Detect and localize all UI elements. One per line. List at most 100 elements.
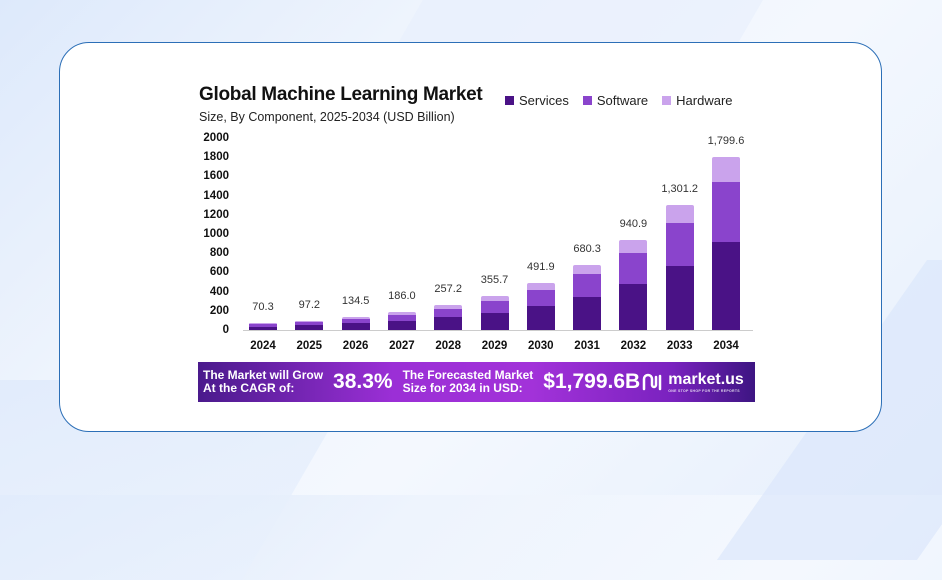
bar-segment-services [526, 305, 555, 330]
bar-segment-services [573, 296, 602, 330]
bar-2025 [295, 320, 324, 330]
legend-swatch-icon [662, 96, 672, 105]
bar-2024 [249, 323, 277, 330]
bar-2030 [526, 282, 555, 330]
y-tick-label: 1200 [203, 208, 229, 221]
bar-segment-hardware [295, 320, 324, 323]
bar-value-label: 491.9 [527, 260, 555, 273]
bar-value-label: 680.3 [573, 242, 601, 255]
x-axis-line [243, 330, 753, 331]
bar-segment-services [295, 325, 324, 330]
bar-value-label: 355.7 [480, 273, 509, 286]
chart-subtitle: Size, By Component, 2025-2034 (USD Billi… [199, 110, 455, 124]
bar-segment-hardware [249, 323, 277, 325]
x-tick-label: 2034 [713, 340, 739, 352]
bar-segment-hardware [619, 239, 648, 253]
chart-legend: Services Software Hardware [505, 93, 733, 108]
legend-label: Hardware [676, 93, 733, 108]
summary-banner: The Market will Grow At the CAGR of: 38.… [198, 362, 755, 402]
brand-logo-icon [642, 373, 662, 391]
y-axis: 2000 1800 1600 1400 1200 1000 800 600 400 200 0 [195, 80, 229, 405]
brand-logo: market.us ONE STOP SHOP FOR THE REPORTS [668, 371, 744, 393]
legend-item-services: Services [505, 93, 569, 108]
y-tick-label: 1800 [203, 151, 229, 164]
y-tick-label: 1600 [203, 170, 229, 183]
legend-item-hardware: Hardware [662, 93, 733, 108]
bar-2027 [387, 312, 416, 330]
bar-segment-software [295, 322, 324, 326]
y-tick-label: 800 [209, 247, 229, 260]
chart-title: Global Machine Learning Market [199, 84, 483, 105]
bar-segment-services [387, 320, 416, 330]
bar-segment-hardware [526, 282, 555, 290]
forecast-label: The Forecasted Market Size for 2034 in U… [402, 368, 534, 395]
x-tick-label: 2032 [620, 340, 647, 352]
bar-segment-software [712, 181, 740, 242]
bar-segment-hardware [665, 205, 694, 223]
bar-value-label: 186.0 [388, 290, 416, 303]
x-tick-label: 2030 [528, 340, 554, 352]
bar-2028 [434, 305, 463, 330]
legend-label: Services [519, 93, 569, 108]
bar-segment-services [619, 283, 648, 330]
bar-segment-services [434, 317, 463, 330]
y-tick-label: 2000 [203, 132, 229, 144]
forecast-value: $1,799.6B [543, 370, 641, 393]
bar-segment-services [249, 326, 277, 330]
bar-segment-hardware [573, 264, 602, 275]
bar-2026 [341, 317, 370, 330]
x-tick-label: 2026 [342, 340, 369, 352]
bar-segment-hardware [341, 317, 370, 319]
bar-value-label: 134.5 [341, 295, 370, 308]
x-tick-label: 2024 [250, 340, 276, 352]
cagr-label: The Market will Grow At the CAGR of: [203, 368, 324, 395]
bar-segment-hardware [387, 312, 416, 315]
x-tick-label: 2033 [666, 340, 693, 352]
y-tick-label: 600 [209, 266, 229, 279]
x-tick-label: 2031 [574, 340, 600, 352]
legend-label: Software [596, 93, 649, 108]
x-tick-label: 2029 [481, 340, 508, 352]
y-tick-label: 0 [222, 324, 229, 336]
bar-value-label: 940.9 [619, 217, 648, 230]
bar-2029 [480, 295, 509, 330]
bar-value-label: 70.3 [252, 301, 274, 314]
bar-segment-services [665, 265, 694, 330]
bar-2034 [712, 157, 740, 330]
legend-item-software: Software [582, 93, 649, 108]
bar-segment-software [573, 274, 602, 297]
x-tick-label: 2027 [389, 340, 415, 352]
y-tick-label: 1400 [203, 189, 229, 202]
bar-segment-software [387, 314, 416, 321]
x-tick-label: 2025 [296, 340, 323, 352]
bar-segment-services [712, 241, 740, 330]
bar-segment-services [341, 323, 370, 330]
cagr-value: 38.3% [333, 370, 393, 393]
y-tick-label: 1000 [203, 228, 229, 240]
x-tick-label: 2028 [435, 340, 461, 352]
bar-2032 [619, 239, 648, 330]
bar-segment-services [480, 312, 509, 330]
bar-value-label: 97.2 [298, 298, 320, 311]
bar-segment-software [526, 289, 555, 306]
chart: Global Machine Learning Market Size, By … [195, 80, 760, 405]
bar-value-label: 1,799.6 [707, 135, 745, 148]
y-tick-label: 200 [209, 304, 229, 317]
legend-swatch-icon [582, 96, 592, 105]
bar-segment-software [249, 324, 277, 327]
legend-swatch-icon [505, 96, 514, 105]
bar-segment-software [665, 222, 694, 266]
bar-segment-hardware [712, 157, 740, 182]
bar-segment-hardware [434, 305, 463, 309]
bar-2031 [573, 264, 602, 330]
bar-segment-software [619, 253, 648, 284]
bar-segment-software [480, 300, 509, 313]
y-tick-label: 400 [209, 285, 229, 298]
bar-2033 [665, 205, 694, 330]
plot-area: 70.3 2024 97.2 2025 134.5 2026 186.0 2027 257.2 2… [243, 80, 753, 405]
bar-value-label: 257.2 [434, 283, 462, 296]
bar-segment-software [341, 318, 370, 324]
bar-value-label: 1,301.2 [661, 183, 699, 196]
bar-segment-software [434, 308, 463, 318]
bar-segment-hardware [480, 295, 509, 301]
